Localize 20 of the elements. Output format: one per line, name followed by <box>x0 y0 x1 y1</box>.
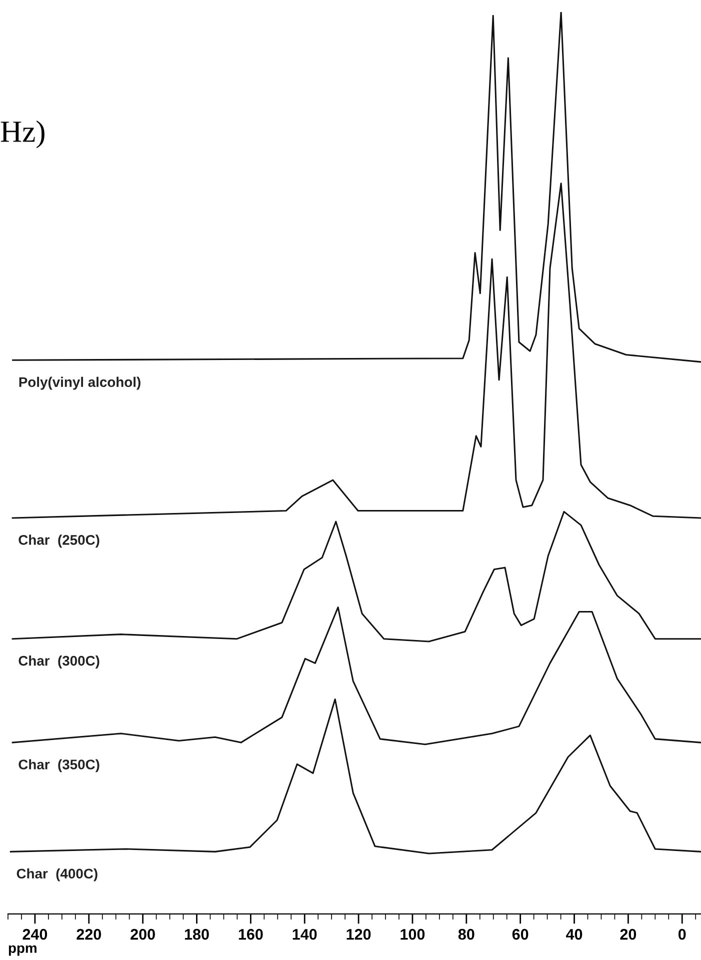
x-tick-label: 120 <box>346 928 371 940</box>
x-tick-label: 240 <box>22 928 48 940</box>
x-tick-label: 100 <box>400 928 425 940</box>
x-tick-label: 80 <box>458 928 474 940</box>
x-tick-label: 180 <box>184 928 209 940</box>
x-axis-title: ppm <box>8 945 36 956</box>
x-tick-label: 40 <box>566 928 582 940</box>
x-tick-label: 60 <box>512 928 528 940</box>
series-label: Poly(vinyl alcohol) <box>19 376 140 390</box>
annotation: Hz) <box>0 120 44 148</box>
series-label: Char (300C) <box>18 656 100 668</box>
x-tick-label: 140 <box>292 928 317 940</box>
x-tick-label: 220 <box>76 928 102 940</box>
series-label: Char (400C) <box>16 868 98 882</box>
x-tick-label: 160 <box>238 928 263 940</box>
series-label: Char (250C) <box>18 534 100 548</box>
x-tick-label: 0 <box>678 928 686 940</box>
series-label: Char (350C) <box>18 759 100 772</box>
x-tick-label: 200 <box>130 928 155 940</box>
x-tick-label: 20 <box>620 928 636 940</box>
